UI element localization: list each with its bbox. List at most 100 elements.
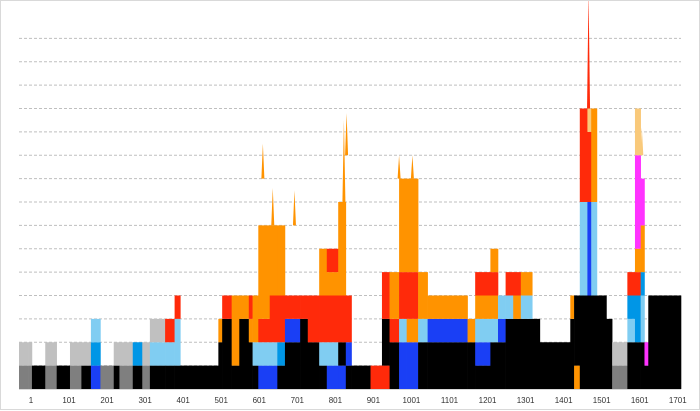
area-block-36-2 [389,272,400,319]
area-block-1-1 [28,342,33,366]
area-block-55-0 [596,295,607,389]
area-block-60-0 [634,342,641,389]
area-block-17-0 [218,342,223,389]
area-block-31-1 [338,342,347,366]
x-tick-label: 101 [62,396,76,405]
area-block-13-0 [149,365,166,389]
area-block-59-2 [627,295,636,319]
area-block-5-0 [69,365,82,389]
area-block-25-3 [277,225,286,296]
x-tick-label: 601 [253,396,267,405]
area-block-46-0 [513,318,522,389]
area-block-52-1 [579,202,588,296]
area-block-32-1 [345,342,352,366]
area-block-39-1 [418,318,428,343]
area-block-43-2 [490,295,499,319]
area-block-45-2 [505,272,514,296]
area-block-23-3 [258,225,271,319]
spike-6 [410,155,414,179]
x-tick-label: 1301 [517,396,535,405]
x-tick-label: 701 [291,396,305,405]
area-block-18-0 [222,318,232,389]
area-block-44-0 [497,342,506,389]
area-block-27-0 [300,318,309,389]
area-block-51-1 [574,295,581,366]
area-block-6-1 [81,342,92,366]
area-block-43-0 [490,342,499,389]
area-block-20-0 [239,318,250,389]
area-block-7-2 [90,318,101,343]
area-block-24-1 [269,342,278,366]
area-block-29-1 [319,342,328,366]
area-block-45-0 [505,318,514,389]
area-block-50-1 [570,295,575,319]
x-tick-labels: 1 101 201 301 401 501 601 701 801 901 1001 1101 1201… [29,396,687,405]
area-block-54-2 [591,108,598,202]
spike-8 [640,127,644,156]
area-block-26-1 [284,318,301,343]
area-block-22-2 [252,295,259,343]
area-block-8-0 [100,365,115,389]
area-block-13-1 [149,342,166,366]
area-block-31-3 [338,202,347,296]
area-block-40-2 [427,295,468,319]
area-block-59-3 [627,272,636,296]
area-block-52-0 [579,295,588,389]
area-block-40-1 [427,318,468,343]
area-block-29-0 [319,365,328,389]
x-tick-label: 1601 [631,396,649,405]
area-block-17-1 [218,318,223,343]
area-block-38-0 [406,342,419,389]
x-tick-label: 1401 [555,396,573,405]
area-block-38-2 [406,272,419,319]
area-block-35-1 [381,318,390,366]
area-block-16-0 [180,365,219,389]
x-tick-label: 401 [177,396,191,405]
area-block-33-0 [351,365,371,389]
area-block-41-1 [467,318,476,343]
area-block-35-2 [381,272,390,319]
area-block-21-0 [248,342,253,389]
area-block-2-0 [31,365,46,389]
area-block-14-0 [165,365,175,389]
area-block-40-0 [427,342,468,389]
area-block-59-1 [627,318,636,343]
area-block-29-3 [319,248,328,296]
area-block-18-1 [222,295,232,319]
area-block-24-0 [269,365,278,389]
area-block-46-1 [513,295,522,319]
area-block-61-3 [640,225,645,273]
x-tick-label: 301 [138,396,152,405]
area-block-9-1 [113,342,120,366]
area-block-49-0 [539,342,571,389]
area-block-43-4 [490,248,499,273]
area-block-10-1 [119,342,134,366]
area-block-26-0 [284,342,301,389]
gridlines [19,37,681,367]
area-block-38-3 [406,178,419,273]
area-block-21-2 [248,295,253,319]
x-tick-label: 1501 [593,396,611,405]
area-block-57-0 [612,365,621,389]
area-block-13-2 [149,318,166,343]
area-block-30-1 [326,342,339,366]
area-block-11-1 [132,342,143,366]
area-block-60-2 [634,272,641,296]
x-tick-label: 201 [100,396,114,405]
area-block-58-1 [619,342,628,366]
spike-1 [271,187,275,226]
area-block-47-0 [520,318,533,389]
area-block-37-0 [399,342,407,389]
area-block-36-1 [389,318,400,343]
area-block-60-5 [634,108,641,156]
area-block-44-1 [497,318,506,343]
x-tick-label: 1101 [441,396,459,405]
area-block-23-0 [258,365,271,389]
area-block-24-3 [269,225,278,296]
area-block-25-1 [277,342,286,366]
area-block-7-1 [90,342,101,366]
area-block-9-0 [113,365,120,389]
data-spikes [261,1,644,226]
